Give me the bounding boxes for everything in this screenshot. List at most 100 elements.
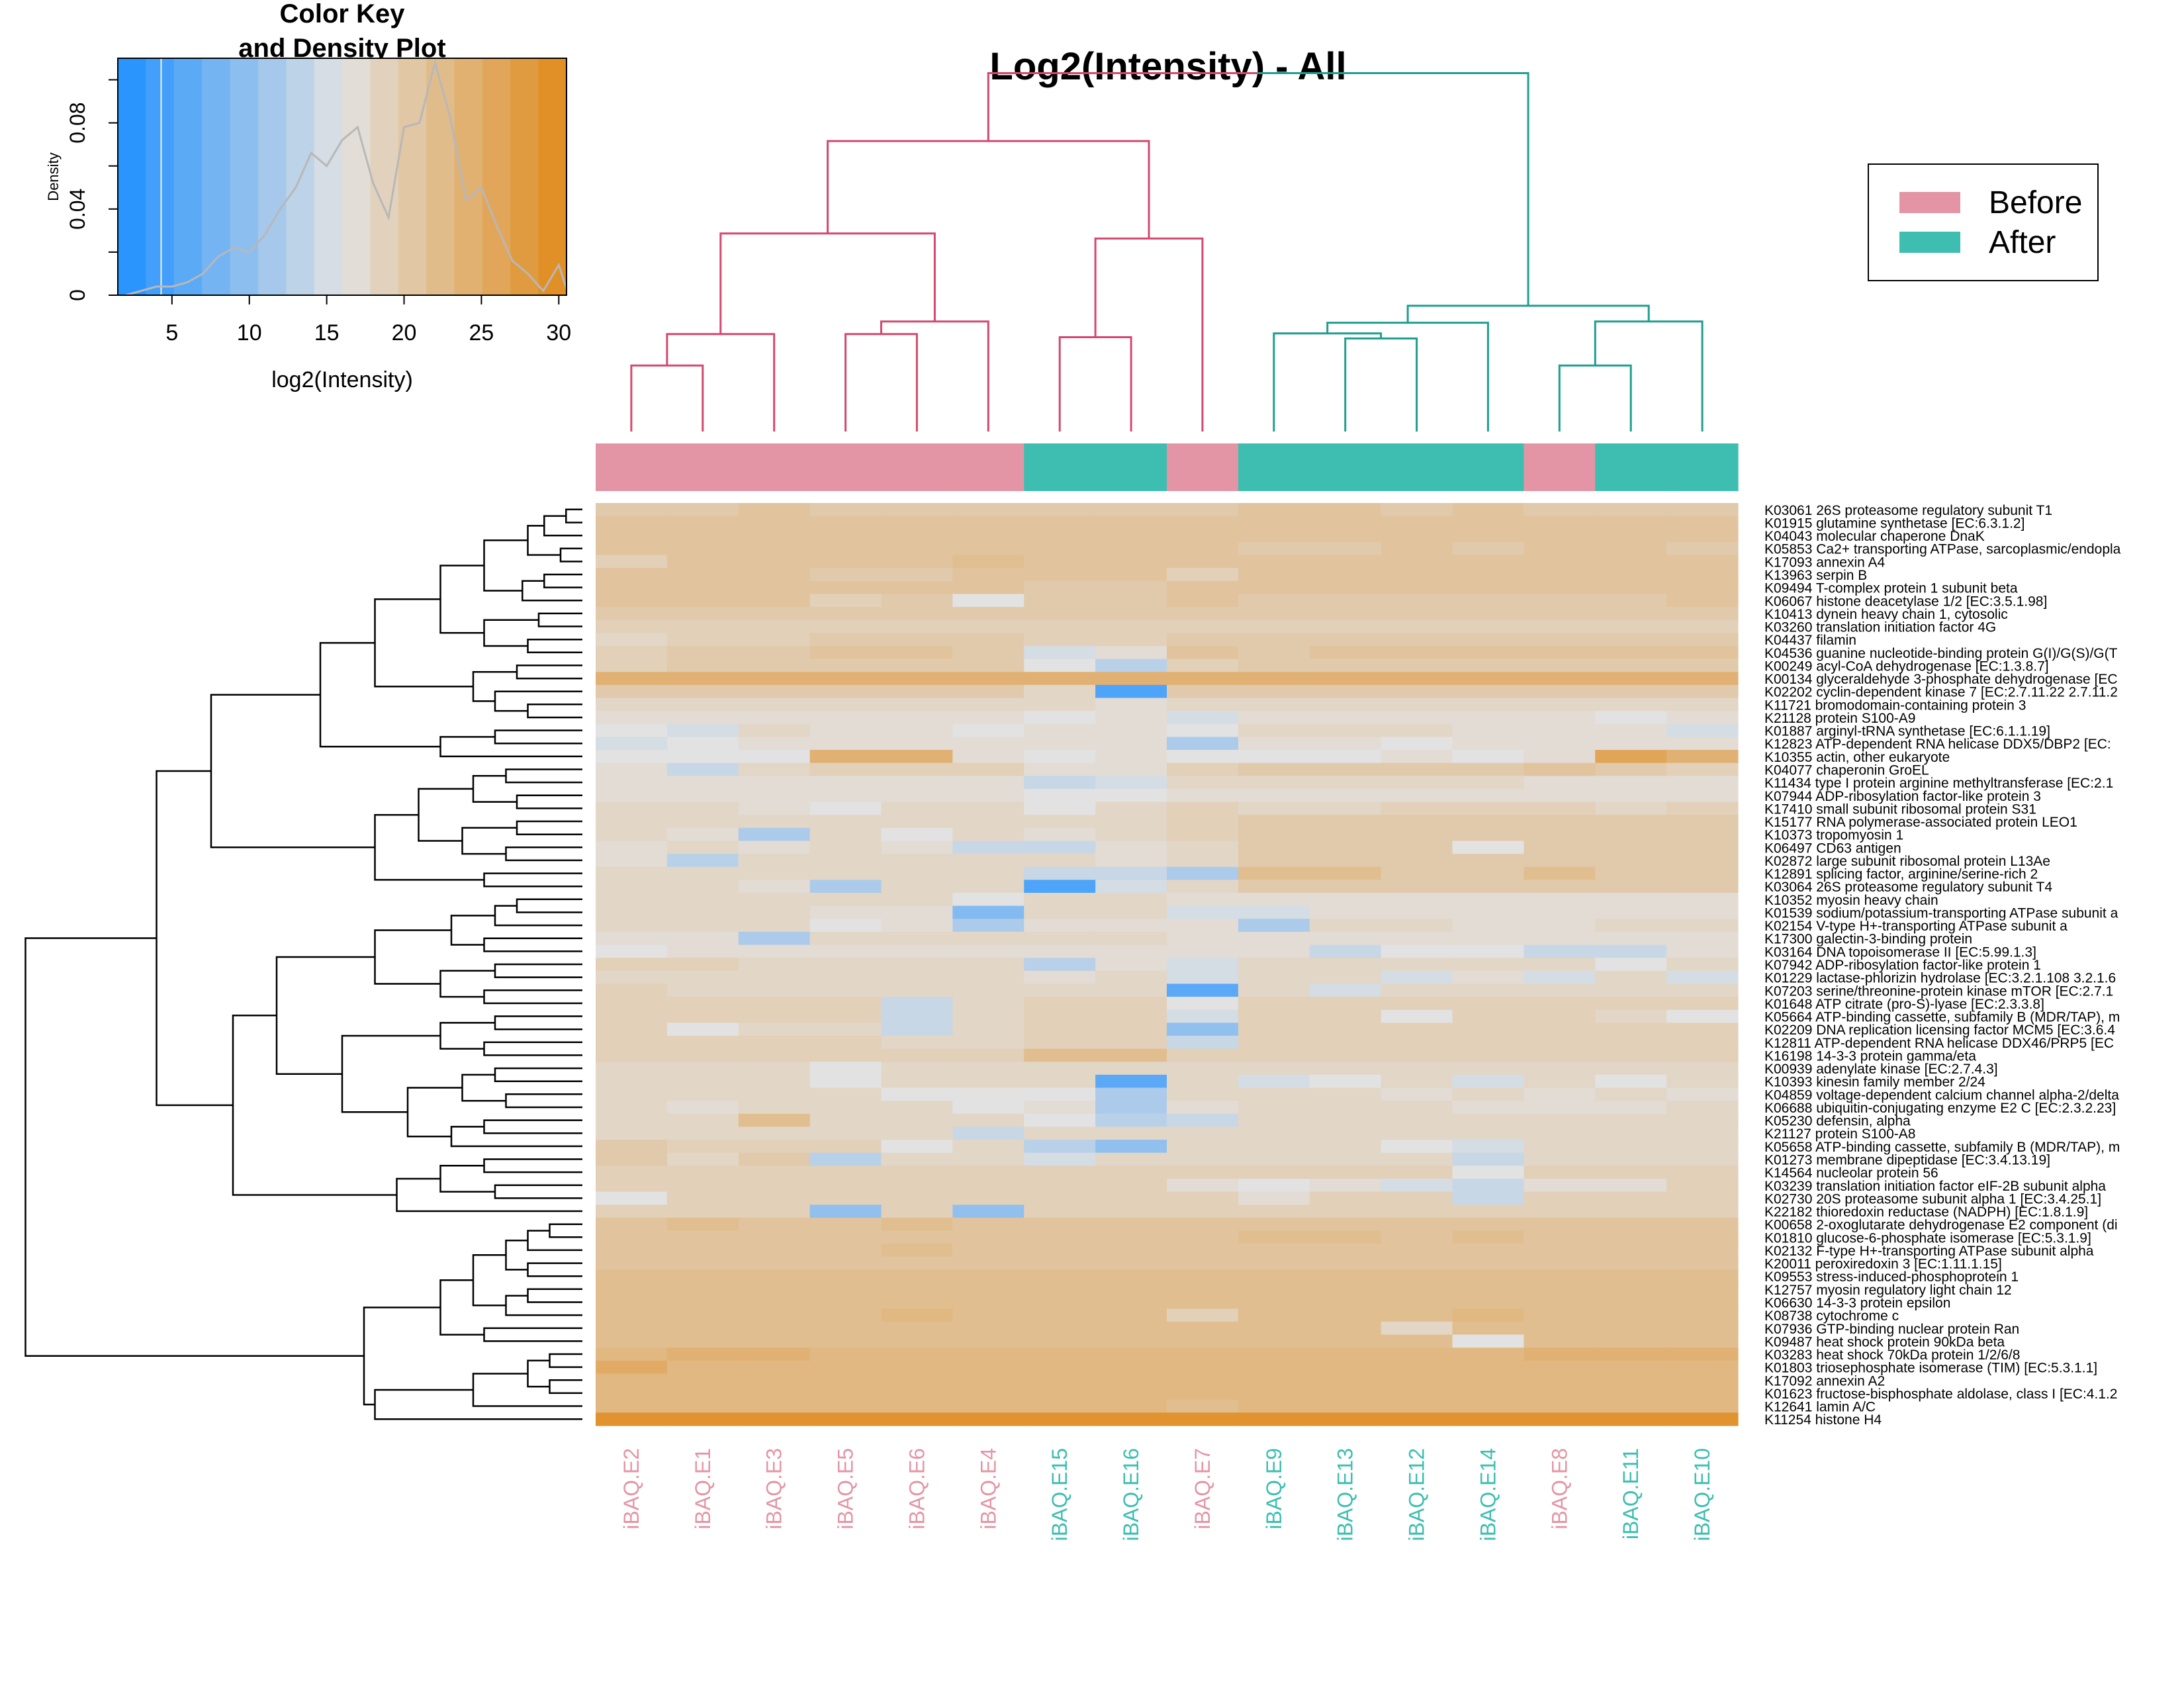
heatmap-cell xyxy=(1452,1048,1524,1062)
heatmap-cell xyxy=(1309,1101,1382,1115)
heatmap-cell xyxy=(881,919,953,933)
dendrogram-branch xyxy=(549,1379,582,1394)
heatmap-cell xyxy=(596,1048,668,1062)
heatmap-cell xyxy=(1024,1191,1096,1205)
heatmap-cell xyxy=(1024,893,1096,907)
heatmap-cell xyxy=(809,1308,882,1322)
heatmap-cell xyxy=(1024,1373,1096,1387)
heatmap-cell xyxy=(738,1048,811,1062)
row-label: K17092 annexin A2 xyxy=(1764,1373,1885,1389)
row-label: K12823 ATP-dependent RNA helicase DDX5/D… xyxy=(1764,737,2111,752)
heatmap-cell xyxy=(809,1178,882,1193)
heatmap-cell xyxy=(596,1191,668,1205)
heatmap-cell xyxy=(1095,516,1167,529)
heatmap-cell xyxy=(1595,633,1667,647)
heatmap-cell xyxy=(881,1360,953,1375)
heatmap-cell xyxy=(1381,944,1453,958)
dendrogram-branch xyxy=(232,1015,397,1196)
heatmap-cell xyxy=(1524,1062,1596,1075)
heatmap-cell xyxy=(1381,1191,1453,1205)
heatmap-cell xyxy=(809,880,882,893)
heatmap-cell xyxy=(1095,672,1167,686)
legend-swatch-before xyxy=(1899,192,1960,213)
dendrogram-branch xyxy=(483,539,528,592)
heatmap-cell xyxy=(596,1244,668,1257)
heatmap-cell xyxy=(1381,568,1453,582)
heatmap-cell xyxy=(1309,645,1382,660)
heatmap-cell xyxy=(881,503,953,517)
heatmap-cell xyxy=(809,1412,882,1426)
heatmap-cell xyxy=(1167,1035,1239,1050)
heatmap-cell xyxy=(738,931,811,946)
heatmap-cell xyxy=(596,555,668,569)
dendrogram-branch xyxy=(527,1359,550,1388)
heatmap-cell xyxy=(1095,1334,1167,1348)
heatmap-cell xyxy=(1524,788,1596,803)
heatmap-cell xyxy=(1024,1399,1096,1413)
heatmap-cell xyxy=(1167,529,1239,543)
heatmap-cell xyxy=(1452,1205,1524,1218)
heatmap-cell xyxy=(596,1165,668,1179)
heatmap-cell xyxy=(881,1205,953,1218)
heatmap-cell xyxy=(1024,880,1096,893)
heatmap-cell xyxy=(881,1269,953,1283)
heatmap-cell xyxy=(952,1230,1024,1244)
heatmap-cell xyxy=(1167,762,1239,776)
heatmap-cell xyxy=(1238,1269,1310,1283)
heatmap-cell xyxy=(1381,919,1453,933)
color-key-x-tick-label: 10 xyxy=(237,320,262,345)
heatmap-cell xyxy=(1666,529,1739,543)
row-label: K00249 acyl-CoA dehydrogenase [EC:1.3.8.… xyxy=(1764,659,2049,674)
heatmap-cell xyxy=(1524,1205,1596,1218)
heatmap-cell xyxy=(738,1035,811,1050)
heatmap-cell xyxy=(881,1256,953,1270)
heatmap-cell xyxy=(881,568,953,582)
heatmap-cell xyxy=(1524,854,1596,868)
row-label: K02209 DNA replication licensing factor … xyxy=(1764,1023,2115,1038)
heatmap-cell xyxy=(809,1009,882,1023)
heatmap-cell xyxy=(738,1230,811,1244)
heatmap-cell xyxy=(1238,1387,1310,1400)
heatmap-cell xyxy=(1666,580,1739,595)
heatmap-cell xyxy=(596,684,668,699)
heatmap-cell xyxy=(1381,1205,1453,1218)
heatmap-cell xyxy=(596,541,668,556)
heatmap-cell xyxy=(1381,776,1453,790)
heatmap-cell xyxy=(1238,516,1310,529)
heatmap-cell xyxy=(1167,684,1239,699)
heatmap-cell xyxy=(666,1140,739,1154)
column-label: iBAQ.E7 xyxy=(1191,1448,1214,1530)
heatmap-cell xyxy=(1095,711,1167,725)
heatmap-cell xyxy=(1595,698,1667,711)
heatmap-cell xyxy=(1095,970,1167,985)
color-key-title-line1: Color Key xyxy=(280,0,406,28)
heatmap-cell xyxy=(1309,827,1382,842)
heatmap-cell xyxy=(1381,1217,1453,1232)
color-key-strip xyxy=(454,58,483,295)
heatmap-cell xyxy=(1024,1048,1096,1062)
heatmap-cell xyxy=(1452,1101,1524,1115)
heatmap-cell xyxy=(1524,711,1596,725)
heatmap-cell xyxy=(1452,555,1524,569)
heatmap-cell xyxy=(1309,944,1382,958)
heatmap-cell xyxy=(881,1113,953,1128)
heatmap-cell xyxy=(666,737,739,751)
dendrogram-branch xyxy=(461,827,517,855)
dendrogram-branch xyxy=(549,1353,582,1368)
heatmap-cell xyxy=(1309,970,1382,985)
heatmap-cell xyxy=(1095,1023,1167,1036)
heatmap-cell xyxy=(881,1217,953,1232)
heatmap-cell xyxy=(1452,698,1524,711)
heatmap-cell xyxy=(1024,1165,1096,1179)
heatmap-cell xyxy=(1524,1191,1596,1205)
dendrogram-branch xyxy=(494,905,582,927)
heatmap-cell xyxy=(738,645,811,660)
heatmap-cell xyxy=(1666,827,1739,842)
row-label: K06688 ubiquitin-conjugating enzyme E2 C… xyxy=(1764,1101,2116,1116)
heatmap-cell xyxy=(1524,776,1596,790)
heatmap-cell xyxy=(1309,815,1382,829)
heatmap-cell xyxy=(809,1074,882,1089)
heatmap-cell xyxy=(1524,1269,1596,1283)
heatmap-cell xyxy=(1238,983,1310,997)
heatmap-cell xyxy=(881,905,953,919)
